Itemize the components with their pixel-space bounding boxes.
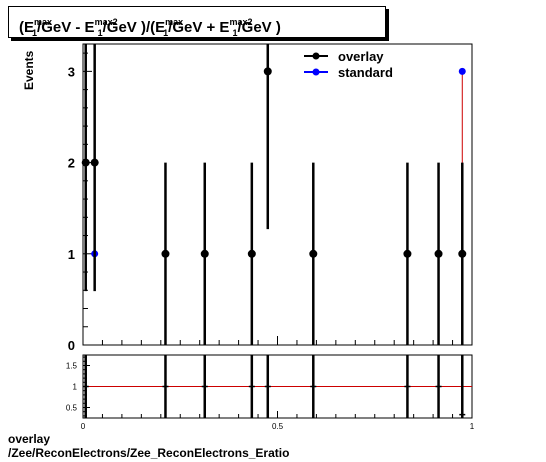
legend-marker [312,52,320,60]
title-sup: max [34,17,53,27]
title-part: (E [19,19,34,36]
ratio-y-tick-label: 0.5 [66,404,78,413]
overlay-point [200,249,209,258]
legend-marker [312,68,320,76]
y-axis-label-wrap: Events [22,44,38,94]
ratio-x-tick-label: 1 [470,422,475,431]
y-tick-label: 2 [68,156,75,171]
legend-label: overlay [338,49,384,64]
y-tick-label: 3 [68,64,75,79]
overlay-point [458,249,467,258]
overlay-point [81,158,90,167]
overlay-point [434,249,443,258]
overlay-point [161,249,170,258]
standard-point [458,67,466,75]
overlay-point [403,249,412,258]
title-sub: 1 [32,28,38,38]
title-sub: 1 [97,28,103,38]
ratio-y-tick-label: 1 [73,383,78,392]
footer-line-1: overlay [8,432,51,446]
title-sub: 1 [232,28,238,38]
ratio-y-tick-label: 1.5 [66,362,78,371]
footer-line-2: /Zee/ReconElectrons/Zee_ReconElectrons_E… [8,446,290,460]
title-part: /GeV ) [237,19,281,36]
title-sup: max2 [94,17,118,27]
title-part: /GeV - E [37,19,95,36]
plot-title: (Emax1/GeV - Emax21/GeV )/(Emax1/GeV + E… [19,7,281,48]
y-tick-label: 1 [68,247,75,262]
legend-label: standard [338,65,393,80]
overlay-point [263,67,272,76]
title-box: (Emax1/GeV - Emax21/GeV )/(Emax1/GeV + E… [8,6,386,38]
ratio-frame [82,354,473,419]
ratio-x-tick-label: 0 [81,422,86,431]
standard-point [91,250,99,258]
title-sup: max [165,17,184,27]
ratio-x-tick-label: 0.5 [272,422,284,431]
y-axis-label: Events [22,50,36,90]
overlay-point [90,158,99,167]
title-part: /GeV )/(E [102,19,166,36]
main-frame [82,43,473,346]
title-sup: max2 [229,17,253,27]
overlay-point [309,249,318,258]
title-sub: 1 [163,28,169,38]
title-part: /GeV + E [168,19,230,36]
y-tick-label: 0 [68,338,75,353]
overlay-point [247,249,256,258]
